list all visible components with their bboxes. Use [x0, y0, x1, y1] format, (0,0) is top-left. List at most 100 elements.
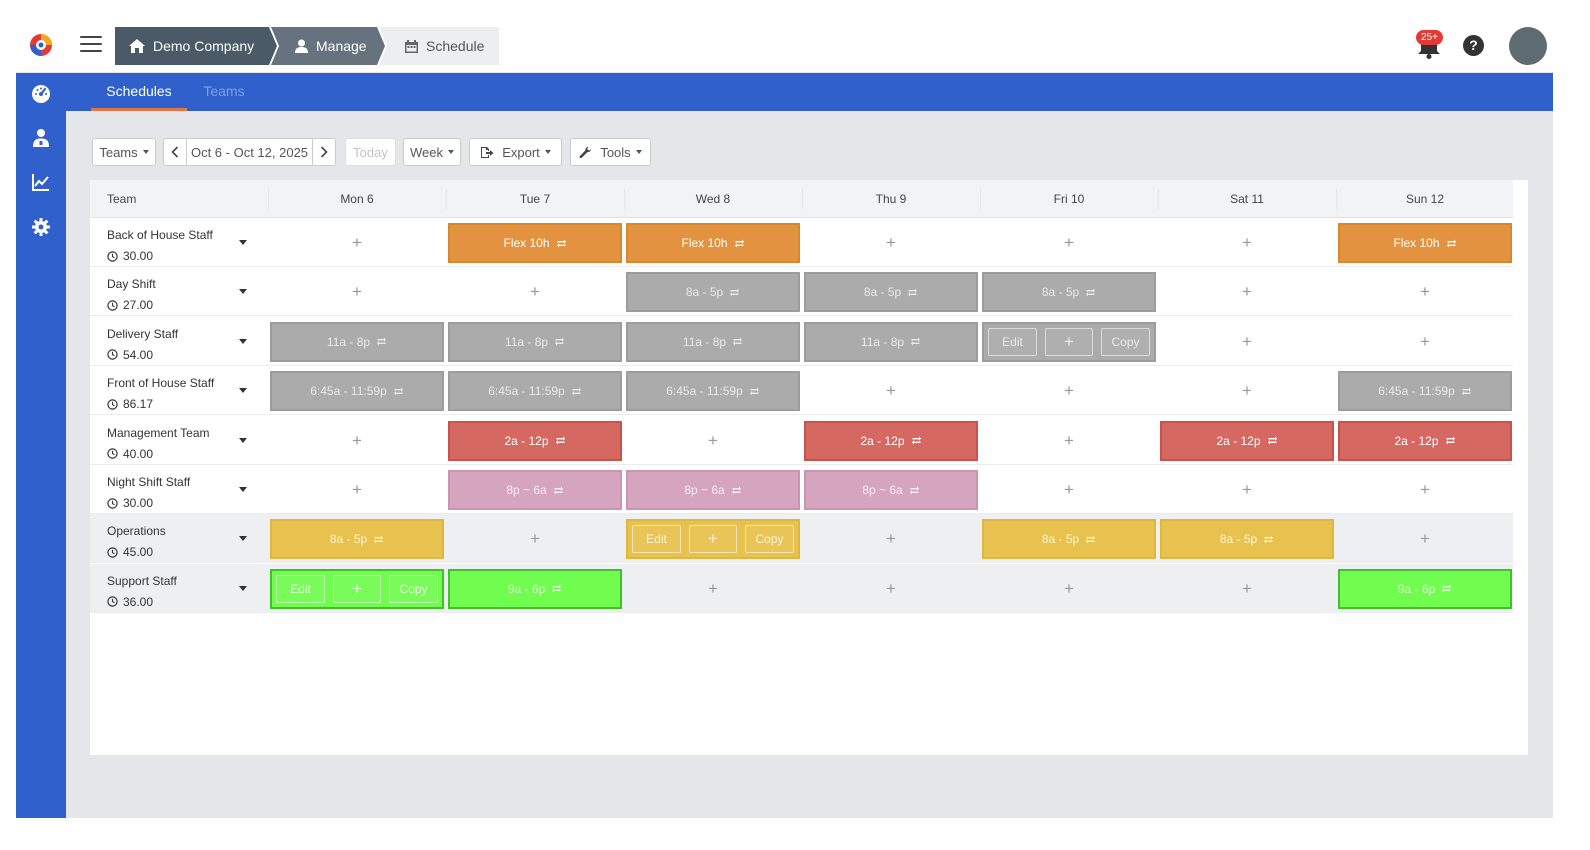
add-shift-button[interactable]: +	[1242, 233, 1252, 252]
add-shift-button[interactable]: +	[1420, 480, 1430, 499]
shift-block[interactable]: 6:45a - 11:59p	[626, 371, 800, 412]
schedule-cell: 6:45a - 11:59p	[624, 366, 802, 415]
add-shift-button[interactable]: +	[1242, 480, 1252, 499]
chart-icon[interactable]	[31, 172, 51, 192]
team-menu-caret-icon[interactable]	[239, 535, 247, 543]
add-shift-button[interactable]: +	[530, 529, 540, 549]
shift-block[interactable]: 2a - 12p	[804, 420, 978, 461]
add-shift-button[interactable]: +	[1420, 282, 1430, 302]
edit-shift-button[interactable]: Edit	[276, 574, 325, 603]
add-shift-button[interactable]: +	[1064, 233, 1074, 252]
today-button[interactable]: Today	[345, 138, 396, 166]
column-divider	[624, 189, 625, 209]
prev-week-button[interactable]	[163, 138, 187, 166]
add-shift-button[interactable]: +	[708, 578, 718, 598]
add-shift-button[interactable]: +	[1045, 327, 1093, 356]
team-hours: 40.00	[107, 447, 153, 461]
shift-block[interactable]: 2a - 12p	[1160, 420, 1334, 461]
add-shift-button[interactable]: +	[1420, 529, 1430, 549]
add-shift-button[interactable]: +	[886, 578, 896, 598]
shift-block[interactable]: 8p ~ 6a	[448, 470, 622, 510]
export-dropdown[interactable]: Export	[469, 138, 562, 166]
date-range-label: Oct 6 - Oct 12, 2025	[190, 144, 309, 160]
add-shift-button[interactable]: +	[886, 529, 896, 549]
add-shift-button[interactable]: +	[886, 233, 896, 252]
avatar[interactable]	[1509, 27, 1547, 65]
add-shift-button[interactable]: +	[1420, 331, 1430, 351]
help-button[interactable]: ?	[1463, 35, 1484, 56]
date-range-button[interactable]: Oct 6 - Oct 12, 2025	[186, 138, 313, 166]
team-menu-caret-icon[interactable]	[239, 239, 247, 247]
add-shift-button[interactable]: +	[1064, 381, 1074, 401]
shift-block[interactable]: 8a - 5p	[1160, 519, 1334, 560]
add-shift-button[interactable]: +	[352, 430, 362, 450]
add-shift-button[interactable]: +	[352, 233, 362, 252]
shift-block[interactable]: 11a - 8p	[626, 321, 800, 362]
teams-dropdown[interactable]: Teams	[92, 138, 156, 166]
add-shift-button[interactable]: +	[886, 381, 896, 401]
add-shift-button[interactable]: +	[1242, 282, 1252, 302]
tab-schedules[interactable]: Schedules	[91, 73, 187, 111]
shift-block[interactable]: 6:45a - 11:59p	[270, 371, 444, 412]
schedule-cell: +	[268, 218, 446, 267]
users-icon[interactable]	[31, 128, 51, 148]
shift-block[interactable]: Flex 10h	[1338, 223, 1512, 263]
shift-block[interactable]: Flex 10h	[448, 223, 622, 263]
tab-teams[interactable]: Teams	[203, 83, 245, 99]
add-shift-button[interactable]: +	[689, 525, 737, 554]
shift-block[interactable]: 8p ~ 6a	[804, 470, 978, 510]
caret-down-icon	[448, 150, 454, 154]
add-shift-button[interactable]: +	[1242, 381, 1252, 401]
shift-block[interactable]: 8a - 5p	[982, 272, 1156, 313]
shift-block[interactable]: 8p ~ 6a	[626, 470, 800, 510]
copy-shift-button[interactable]: Copy	[1101, 327, 1150, 356]
edit-shift-button[interactable]: Edit	[988, 327, 1037, 356]
shift-block[interactable]: 6:45a - 11:59p	[1338, 371, 1512, 412]
team-menu-caret-icon[interactable]	[239, 486, 247, 494]
dashboard-icon[interactable]	[31, 84, 51, 104]
shift-block[interactable]: 8a - 5p	[804, 272, 978, 313]
team-menu-caret-icon[interactable]	[239, 437, 247, 445]
copy-shift-button[interactable]: Copy	[389, 574, 438, 603]
shift-block[interactable]: 6:45a - 11:59p	[448, 371, 622, 412]
repeat-icon	[731, 486, 741, 494]
copy-shift-button[interactable]: Copy	[745, 525, 794, 554]
tools-dropdown[interactable]: Tools	[570, 138, 651, 166]
add-shift-button[interactable]: +	[352, 480, 362, 499]
shift-block[interactable]: 11a - 8p	[270, 321, 444, 362]
add-shift-button[interactable]: +	[1242, 331, 1252, 351]
add-shift-button[interactable]: +	[1064, 480, 1074, 499]
shift-block[interactable]: 9a - 6p	[1338, 568, 1512, 609]
app-logo-icon[interactable]	[28, 32, 54, 58]
edit-shift-button[interactable]: Edit	[632, 525, 681, 554]
shift-block[interactable]: 8a - 5p	[982, 519, 1156, 560]
team-menu-caret-icon[interactable]	[239, 338, 247, 346]
repeat-icon	[734, 239, 744, 247]
shift-block[interactable]: 2a - 12p	[448, 420, 622, 461]
shift-block[interactable]: 8a - 5p	[626, 272, 800, 313]
team-menu-caret-icon[interactable]	[239, 387, 247, 395]
shift-block[interactable]: 2a - 12p	[1338, 420, 1512, 461]
add-shift-button[interactable]: +	[352, 282, 362, 302]
team-menu-caret-icon[interactable]	[239, 585, 247, 593]
breadcrumb-schedule[interactable]: Schedule	[379, 27, 499, 65]
next-week-button[interactable]	[312, 138, 336, 166]
gear-icon[interactable]	[31, 217, 51, 237]
shift-block[interactable]: 11a - 8p	[448, 321, 622, 362]
view-dropdown[interactable]: Week	[403, 138, 461, 166]
shift-block[interactable]: 9a - 6p	[448, 568, 622, 609]
shift-block[interactable]: 8a - 5p	[270, 519, 444, 560]
add-shift-button[interactable]: +	[1064, 430, 1074, 450]
team-menu-caret-icon[interactable]	[239, 288, 247, 296]
add-shift-button[interactable]: +	[1064, 578, 1074, 598]
add-shift-button[interactable]: +	[708, 430, 718, 450]
breadcrumb-manage[interactable]: Manage	[271, 27, 385, 65]
shift-block[interactable]: Flex 10h	[626, 223, 800, 263]
shift-block[interactable]: 11a - 8p	[804, 321, 978, 362]
add-shift-button[interactable]: +	[530, 282, 540, 302]
schedule-cell: 8p ~ 6a	[446, 465, 624, 514]
hamburger-menu-icon[interactable]	[80, 36, 102, 54]
add-shift-button[interactable]: +	[1242, 578, 1252, 598]
add-shift-button[interactable]: +	[333, 574, 381, 603]
breadcrumb-demo-company[interactable]: Demo Company	[115, 27, 277, 65]
